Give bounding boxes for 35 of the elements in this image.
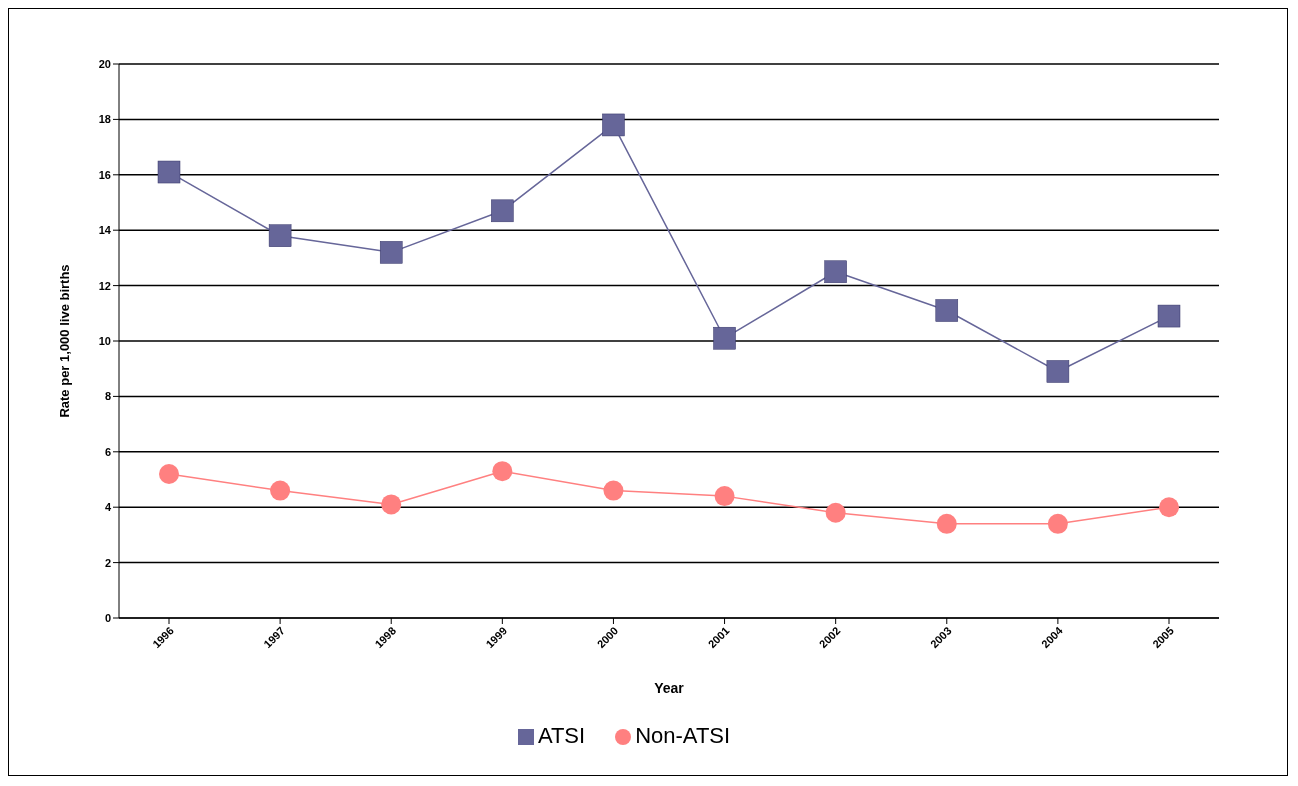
- point: [825, 502, 846, 523]
- point: [491, 199, 514, 223]
- point: [1047, 513, 1068, 534]
- point: [268, 224, 292, 247]
- point: [935, 299, 959, 322]
- y-tick-label: 8: [104, 390, 111, 403]
- point: [713, 326, 736, 350]
- y-tick-label: 0: [104, 611, 111, 624]
- point: [1046, 360, 1070, 383]
- point: [159, 463, 179, 484]
- point: [1159, 497, 1179, 518]
- point: [157, 160, 181, 184]
- point: [381, 494, 402, 515]
- y-tick-label: 12: [98, 279, 111, 292]
- y-tick-label: 10: [98, 334, 111, 347]
- y-tick-label: 6: [104, 445, 111, 458]
- point: [714, 486, 735, 507]
- point: [602, 113, 625, 137]
- y-tick-label: 16: [98, 168, 111, 181]
- point: [936, 513, 957, 534]
- point: [824, 260, 847, 283]
- legend-label: Non-ATSI: [635, 723, 731, 748]
- y-tick-label: 20: [98, 57, 111, 70]
- x-axis-title: Year: [654, 680, 685, 696]
- point: [492, 461, 513, 482]
- point: [1157, 304, 1181, 328]
- y-tick-label: 14: [98, 224, 112, 237]
- y-tick-label: 4: [104, 501, 112, 514]
- point: [379, 241, 403, 264]
- y-tick-label: 18: [98, 113, 111, 126]
- y-axis-title: Rate per 1,000 live births: [56, 264, 72, 418]
- y-tick-label: 2: [104, 556, 111, 569]
- point: [603, 480, 624, 501]
- legend-label: ATSI: [537, 723, 586, 748]
- point: [270, 480, 291, 501]
